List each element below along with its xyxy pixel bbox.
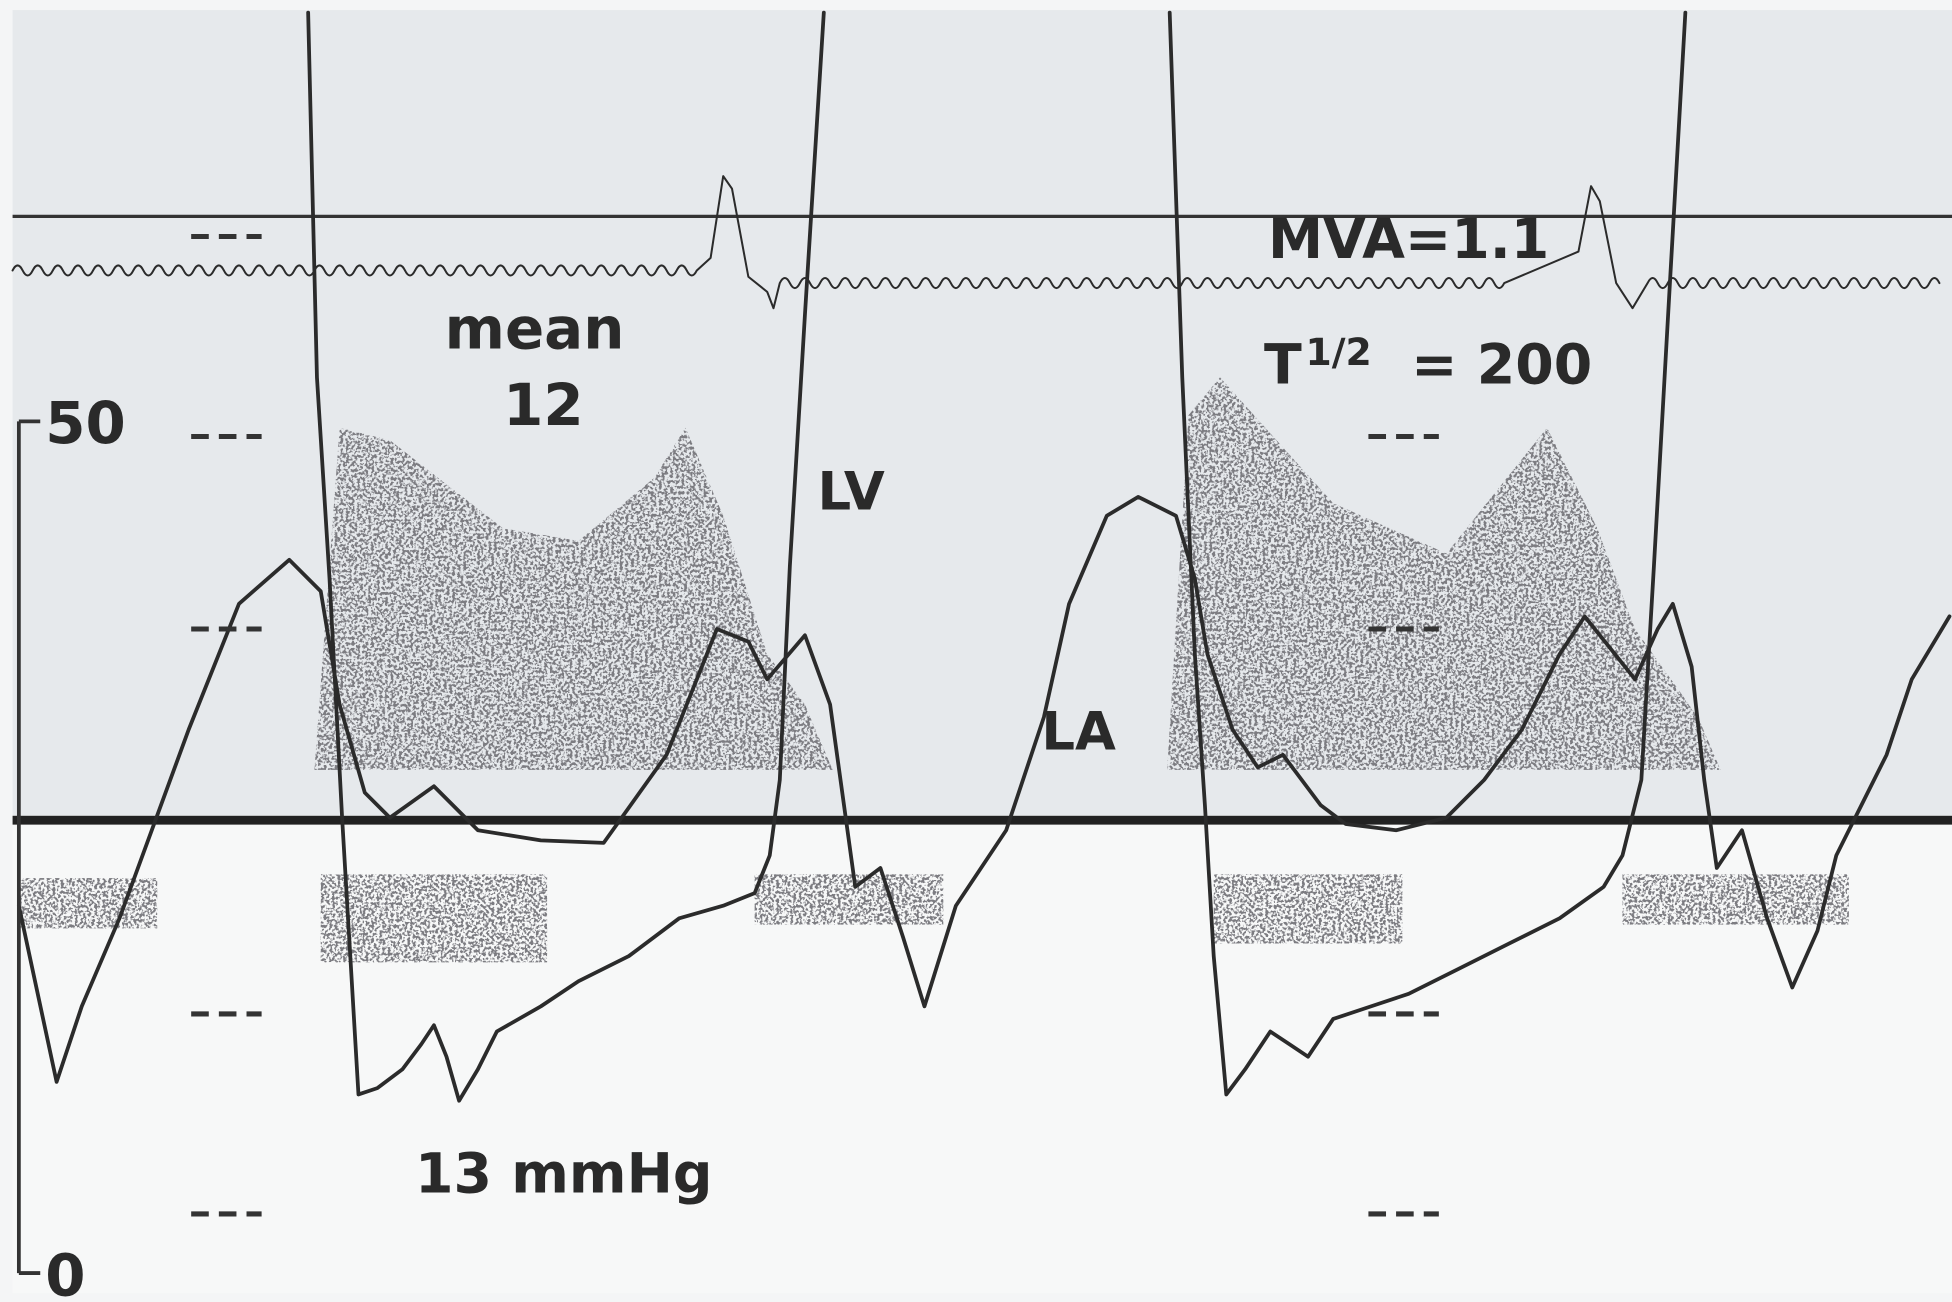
mean-label: mean bbox=[445, 294, 625, 362]
t-half-symbol: T bbox=[1264, 334, 1302, 398]
lv-label: LV bbox=[818, 461, 885, 522]
scale-bottom-label: 0 bbox=[45, 1242, 85, 1302]
spectrum-below-3 bbox=[1214, 874, 1403, 943]
spectrum-below-0 bbox=[19, 878, 157, 928]
page: mean 12 MVA=1.1 T 1/2 = 200 LV LA 13 mmH… bbox=[0, 0, 1952, 1302]
spectrum-below-1 bbox=[321, 874, 547, 962]
spectrum-below-2 bbox=[755, 874, 944, 924]
spectrum-below-4 bbox=[1622, 874, 1848, 924]
la-label: LA bbox=[1041, 702, 1116, 763]
t-half-fraction: 1/2 bbox=[1306, 330, 1372, 374]
gradient-label: 13 mmHg bbox=[415, 1143, 712, 1207]
doppler-figure: mean 12 MVA=1.1 T 1/2 = 200 LV LA 13 mmH… bbox=[0, 0, 1952, 1302]
mean-value: 12 bbox=[503, 371, 584, 439]
scale-top-label: 50 bbox=[45, 389, 126, 457]
t-half-value: = 200 bbox=[1411, 334, 1592, 398]
mva-label: MVA=1.1 bbox=[1268, 208, 1549, 272]
